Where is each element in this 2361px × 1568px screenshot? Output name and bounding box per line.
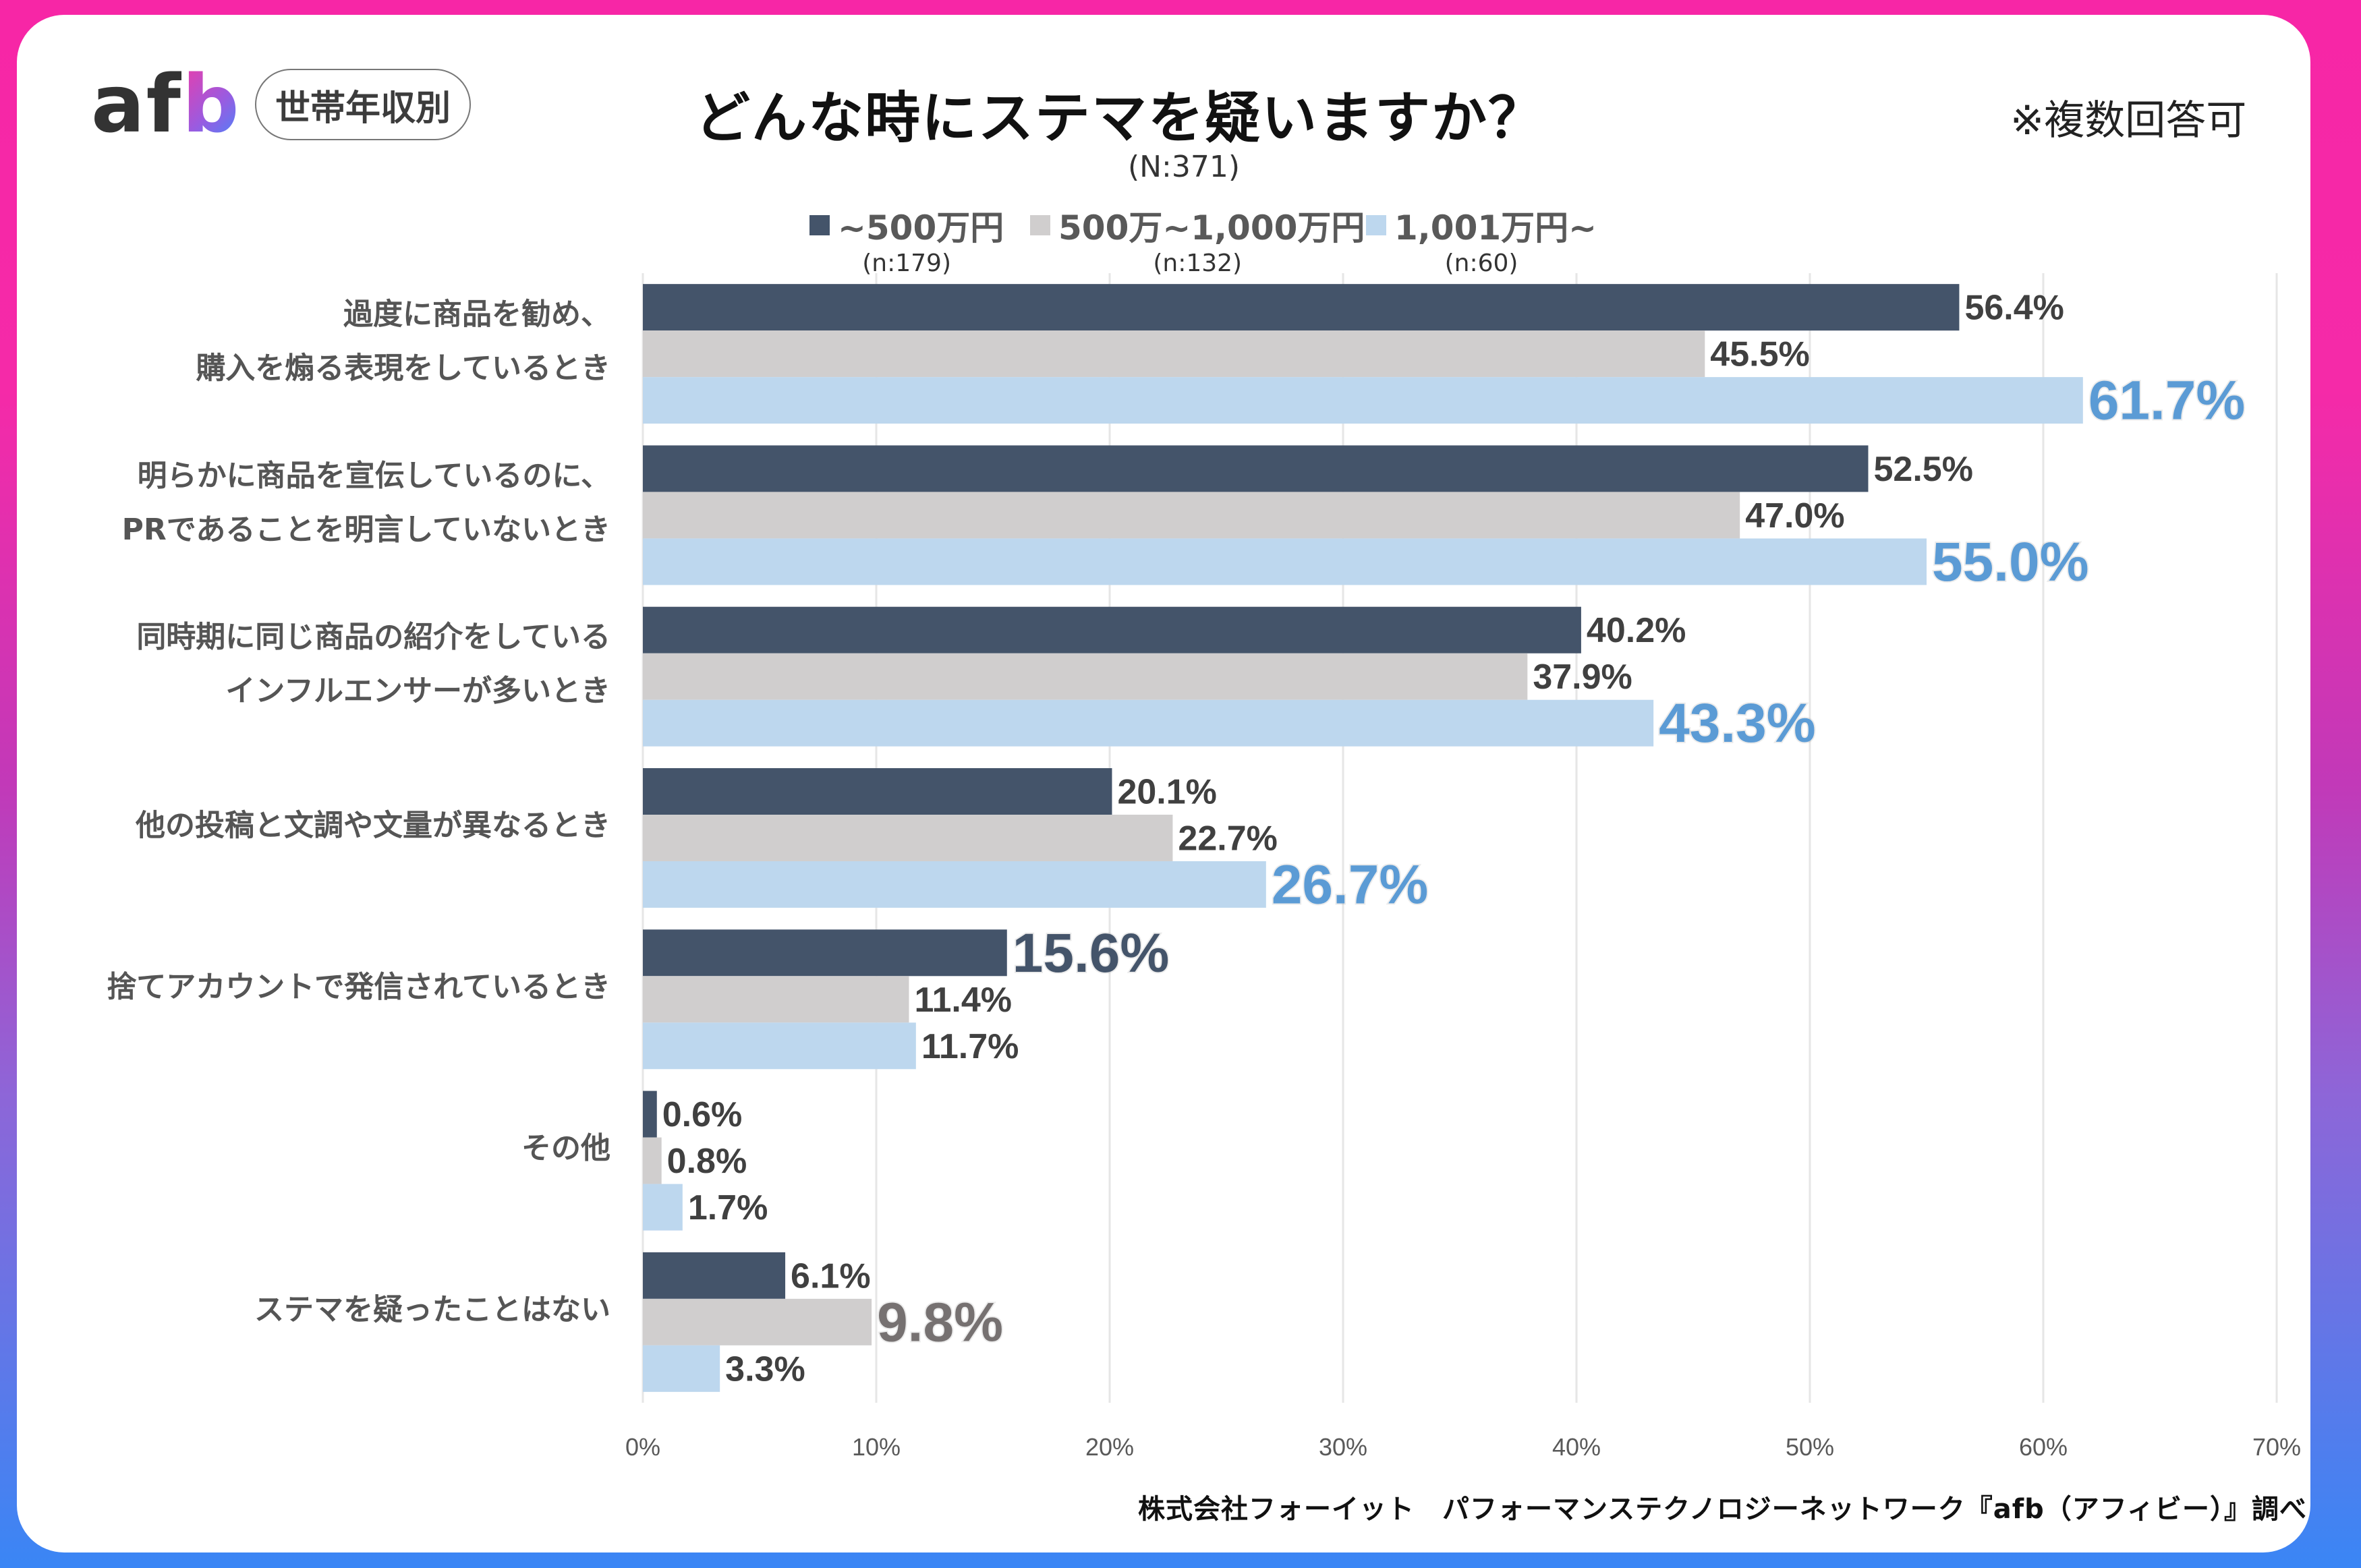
category-label: 他の投稿と文調や文量が異なるとき xyxy=(135,809,610,843)
bar xyxy=(643,1184,683,1231)
data-label: 37.9% xyxy=(1533,658,1632,697)
x-tick-label: 50% xyxy=(1786,1433,1834,1461)
legend-item: 1,001万円~ (n:60) xyxy=(1366,201,1597,277)
legend-item: 500万~1,000万円 (n:132) xyxy=(1030,201,1365,277)
data-label: 11.4% xyxy=(914,981,1012,1020)
bar xyxy=(643,653,1528,700)
data-label: 55.0% xyxy=(1932,531,2089,593)
bar xyxy=(643,1137,662,1184)
bar xyxy=(643,929,1007,977)
bar xyxy=(643,284,1960,331)
source-credit: 株式会社フォーイット パフォーマンステクノロジーネットワーク『afb（アフィビー… xyxy=(1137,1494,2307,1525)
bar xyxy=(643,1022,916,1070)
bar xyxy=(643,1298,872,1345)
data-label: 11.7% xyxy=(921,1027,1019,1066)
x-tick-label: 10% xyxy=(852,1433,901,1461)
data-label: 45.5% xyxy=(1710,335,1809,374)
legend: ~500万円 (n:179) 500万~1,000万円 (n:132) 1,00… xyxy=(0,201,2361,277)
data-label: 15.6% xyxy=(1013,923,1170,984)
data-label: 20.1% xyxy=(1117,773,1216,812)
legend-n: (n:132) xyxy=(1153,250,1243,277)
category-label: インフルエンサーが多いとき xyxy=(225,674,610,708)
legend-item: ~500万円 (n:179) xyxy=(809,201,1004,277)
legend-label: 500万~1,000万円 xyxy=(1058,208,1365,248)
bar xyxy=(643,1252,786,1299)
chart-card xyxy=(17,15,2310,1552)
bar xyxy=(643,492,1740,539)
data-label: 43.3% xyxy=(1659,693,1816,754)
bar xyxy=(643,815,1173,861)
bar xyxy=(643,538,1927,585)
category-label: 明らかに商品を宣伝しているのに、 xyxy=(138,459,610,493)
data-label: 0.6% xyxy=(662,1095,743,1134)
category-label: PRであることを明言していないとき xyxy=(122,513,610,547)
data-label: 40.2% xyxy=(1587,611,1686,650)
data-label: 52.5% xyxy=(1874,450,1973,489)
data-label: 61.7% xyxy=(2088,370,2246,432)
data-label: 6.1% xyxy=(791,1256,871,1296)
category-label: その他 xyxy=(521,1131,610,1165)
data-label: 26.7% xyxy=(1272,854,1429,916)
logo-text-accent: b xyxy=(181,57,241,150)
multiple-answer-note: ※複数回答可 xyxy=(2010,97,2247,144)
data-label: 56.4% xyxy=(1964,289,2064,328)
x-tick-label: 30% xyxy=(1319,1433,1367,1461)
legend-n: (n:179) xyxy=(862,250,951,277)
category-label: 過度に商品を勧め、 xyxy=(343,297,610,332)
category-label: 捨てアカウントで発信されているとき xyxy=(107,970,610,1004)
data-label: 47.0% xyxy=(1745,496,1844,535)
data-label: 0.8% xyxy=(667,1142,747,1181)
x-tick-label: 60% xyxy=(2019,1433,2068,1461)
bar xyxy=(643,768,1112,815)
x-tick-label: 40% xyxy=(1552,1433,1601,1461)
bar xyxy=(643,445,1869,492)
x-tick-label: 20% xyxy=(1085,1433,1134,1461)
segment-badge: 世帯年収別 xyxy=(255,69,471,140)
x-tick-label: 70% xyxy=(2252,1433,2301,1461)
legend-swatch xyxy=(1030,215,1050,235)
legend-swatch xyxy=(809,215,830,235)
legend-n: (n:60) xyxy=(1444,250,1518,277)
bar xyxy=(643,976,909,1023)
bar xyxy=(643,699,1654,747)
category-label: ステマを疑ったことはない xyxy=(254,1292,610,1327)
sample-size: (N:371) xyxy=(1127,150,1241,184)
bar xyxy=(643,861,1266,908)
bar xyxy=(643,1091,657,1138)
legend-swatch xyxy=(1366,215,1386,235)
bar xyxy=(643,1345,720,1392)
legend-label: ~500万円 xyxy=(838,208,1004,248)
logo-text: af xyxy=(91,57,182,150)
legend-label: 1,001万円~ xyxy=(1394,208,1597,248)
category-label: 購入を煽る表現をしているとき xyxy=(196,351,610,386)
bar xyxy=(643,606,1581,654)
chart-title: どんな時にステマを疑いますか？ xyxy=(694,86,1545,150)
data-label: 1.7% xyxy=(688,1188,768,1227)
category-label: 同時期に同じ商品の紹介をしている xyxy=(136,620,610,654)
x-tick-label: 0% xyxy=(625,1433,660,1461)
data-label: 3.3% xyxy=(725,1349,805,1389)
bar xyxy=(643,377,2083,424)
afb-logo: afb xyxy=(91,64,240,144)
data-label: 22.7% xyxy=(1178,819,1277,859)
bar xyxy=(643,330,1705,378)
data-label: 9.8% xyxy=(877,1291,1003,1353)
